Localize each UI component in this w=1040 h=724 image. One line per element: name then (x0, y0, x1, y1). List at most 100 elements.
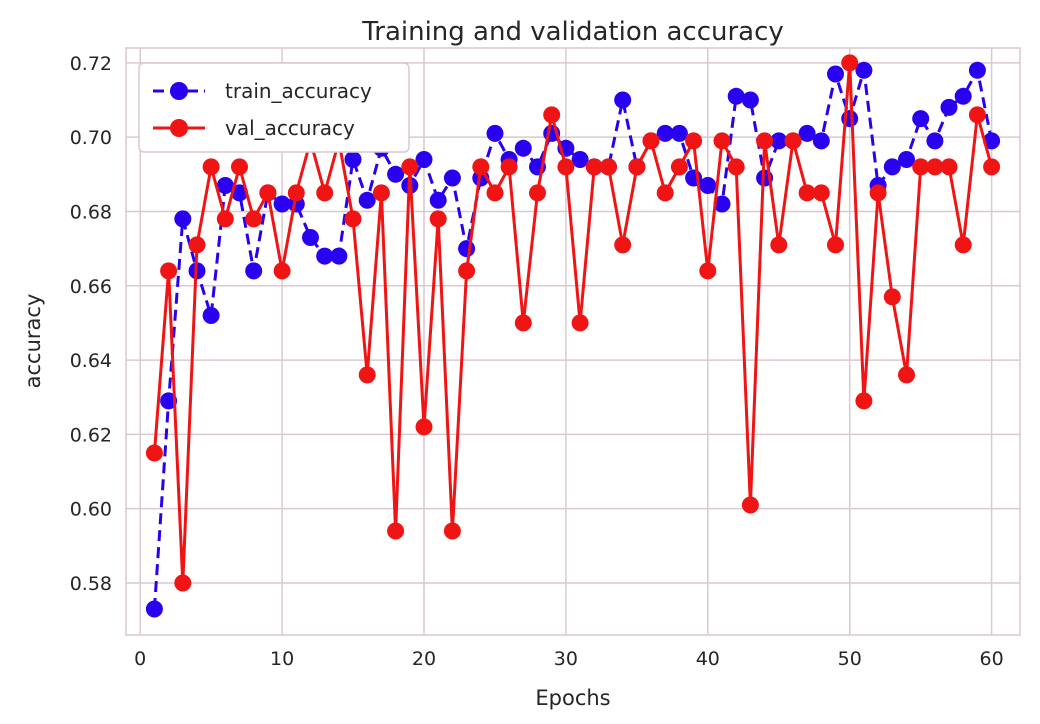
data-point-train_accuracy (713, 195, 731, 213)
data-point-val_accuracy (543, 106, 561, 124)
data-point-train_accuracy (231, 184, 248, 202)
x-tick-label: 0 (134, 648, 146, 670)
legend-marker-train (170, 82, 188, 100)
y-tick-label: 0.72 (70, 53, 112, 75)
data-point-val_accuracy (372, 184, 390, 202)
x-tick-label: 20 (412, 648, 436, 670)
x-axis-label: Epochs (535, 686, 610, 710)
data-point-train_accuracy (926, 132, 944, 150)
data-point-train_accuracy (954, 87, 972, 105)
data-point-train_accuracy (330, 247, 348, 265)
tick-labels: 0 10 20 30 40 50 60 0.58 0.60 0.62 0.64 0.66 0.68 0.7… (70, 53, 1004, 670)
data-point-val_accuracy (174, 574, 192, 592)
data-point-train_accuracy (883, 158, 901, 176)
data-point-val_accuracy (514, 314, 532, 332)
data-point-train_accuracy (912, 110, 930, 128)
data-point-val_accuracy (571, 314, 589, 332)
data-point-val_accuracy (358, 366, 376, 384)
x-tick-label: 10 (270, 648, 294, 670)
legend-label-val: val_accuracy (225, 116, 355, 140)
data-point-train_accuracy (316, 247, 334, 265)
data-point-train_accuracy (273, 195, 291, 213)
data-point-val_accuracy (954, 236, 972, 254)
data-point-val_accuracy (458, 262, 476, 280)
data-point-val_accuracy (869, 184, 887, 202)
data-point-train_accuracy (344, 151, 362, 168)
data-point-train_accuracy (699, 177, 717, 194)
data-point-train_accuracy (770, 132, 788, 150)
data-point-val_accuracy (245, 210, 263, 228)
data-point-train_accuracy (571, 151, 589, 168)
y-tick-label: 0.62 (70, 424, 112, 446)
data-point-val_accuracy (656, 184, 674, 202)
data-point-val_accuracy (642, 132, 660, 150)
data-point-val_accuracy (756, 132, 774, 150)
data-point-val_accuracy (940, 158, 958, 176)
series-line-train_accuracy (152, 68, 994, 610)
data-point-train_accuracy (727, 87, 745, 105)
data-point-val_accuracy (429, 210, 447, 228)
data-point-train_accuracy (145, 600, 163, 618)
data-point-train_accuracy (514, 139, 532, 157)
data-point-val_accuracy (628, 158, 646, 176)
data-point-val_accuracy (202, 158, 220, 176)
y-axis-label: accuracy (21, 294, 45, 389)
data-point-val_accuracy (344, 210, 362, 228)
x-tick-label: 40 (696, 648, 720, 670)
legend-marker-val (170, 119, 188, 137)
data-point-train_accuracy (245, 262, 263, 280)
data-point-val_accuracy (486, 184, 504, 202)
data-point-val_accuracy (812, 184, 830, 202)
data-point-val_accuracy (472, 158, 490, 176)
data-point-val_accuracy (713, 132, 731, 150)
data-point-val_accuracy (557, 158, 575, 176)
legend-label-train: train_accuracy (225, 79, 372, 103)
data-point-val_accuracy (145, 444, 163, 462)
data-point-train_accuracy (202, 307, 220, 324)
data-point-val_accuracy (883, 288, 901, 306)
data-point-val_accuracy (585, 158, 603, 176)
data-point-train_accuracy (741, 91, 759, 109)
data-point-train_accuracy (415, 151, 433, 168)
data-point-val_accuracy (983, 158, 1001, 176)
data-point-train_accuracy (443, 169, 461, 187)
data-point-val_accuracy (699, 262, 717, 280)
y-tick-label: 0.68 (70, 201, 112, 223)
data-point-val_accuracy (500, 158, 518, 176)
data-point-val_accuracy (231, 158, 248, 176)
data-point-val_accuracy (912, 158, 930, 176)
data-point-train_accuracy (898, 151, 915, 168)
data-point-val_accuracy (216, 210, 234, 228)
data-point-train_accuracy (812, 132, 830, 150)
data-point-train_accuracy (968, 61, 986, 79)
data-point-val_accuracy (600, 158, 617, 176)
data-point-val_accuracy (614, 236, 632, 254)
data-point-val_accuracy (316, 184, 334, 202)
data-point-train_accuracy (855, 61, 873, 79)
data-point-train_accuracy (670, 124, 688, 142)
data-point-train_accuracy (486, 124, 504, 142)
data-point-train_accuracy (174, 210, 192, 228)
data-point-val_accuracy (443, 522, 461, 540)
data-point-val_accuracy (798, 184, 816, 202)
legend: train_accuracy val_accuracy (138, 62, 410, 153)
data-point-val_accuracy (259, 184, 277, 202)
data-point-val_accuracy (415, 418, 433, 436)
data-point-val_accuracy (685, 132, 703, 150)
data-point-val_accuracy (784, 132, 802, 150)
data-point-val_accuracy (387, 522, 405, 540)
data-point-val_accuracy (529, 184, 546, 202)
x-tick-label: 30 (554, 648, 578, 670)
data-point-train_accuracy (429, 191, 447, 209)
data-point-val_accuracy (287, 184, 305, 202)
data-point-train_accuracy (827, 65, 844, 83)
x-tick-label: 60 (980, 648, 1004, 670)
data-point-val_accuracy (898, 366, 915, 384)
data-point-val_accuracy (841, 54, 859, 72)
data-point-train_accuracy (940, 98, 958, 116)
data-point-val_accuracy (741, 496, 759, 514)
y-tick-label: 0.60 (70, 499, 112, 521)
data-point-val_accuracy (670, 158, 688, 176)
data-point-val_accuracy (188, 236, 206, 254)
